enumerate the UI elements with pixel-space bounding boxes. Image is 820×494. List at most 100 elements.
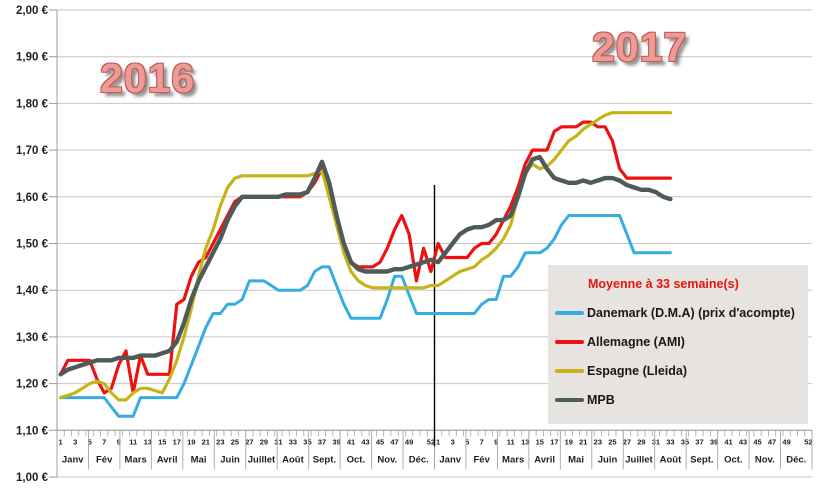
y-axis-label: 1,00 € xyxy=(16,472,49,484)
week-label: 3 xyxy=(451,437,455,446)
series-line-espagne-lleida xyxy=(59,111,672,402)
week-label: 43 xyxy=(739,437,747,446)
week-label: 7 xyxy=(480,437,484,446)
espagne-line-swatch-icon xyxy=(555,368,584,374)
week-label: 13 xyxy=(144,437,152,446)
week-label: 23 xyxy=(594,437,602,446)
week-label: 49 xyxy=(405,437,413,446)
series-line-mpb xyxy=(58,154,673,377)
week-label: 45 xyxy=(753,437,761,446)
y-axis-label: 2,00 € xyxy=(16,5,49,17)
week-label: 37 xyxy=(695,437,703,446)
month-label: Fév xyxy=(96,454,113,465)
week-label: 9 xyxy=(494,437,498,446)
month-label: Juillet xyxy=(625,454,653,465)
month-label: Mai xyxy=(191,454,207,465)
week-label: 27 xyxy=(623,437,631,446)
week-label: 19 xyxy=(565,437,573,446)
legend-item-label: Espagne (Lleida) xyxy=(587,364,688,378)
week-label: 39 xyxy=(710,437,718,446)
week-label: 27 xyxy=(245,437,253,446)
week-label: 39 xyxy=(332,437,340,446)
y-axis-label: 1,20 € xyxy=(16,379,49,391)
week-label: 5 xyxy=(465,437,469,446)
year-label-2017: 2017 xyxy=(592,24,688,70)
month-label: Oct. xyxy=(347,454,365,465)
week-label: 45 xyxy=(376,437,384,446)
chart-legend: Moyenne à 33 semaine(s) Danemark (D.M.A)… xyxy=(548,265,808,424)
legend-title: Moyenne à 33 semaine(s) xyxy=(588,277,739,291)
week-label: 25 xyxy=(608,437,616,446)
week-label: 9 xyxy=(117,437,121,446)
allemagne-line-swatch-icon xyxy=(555,339,584,345)
month-label: Avril xyxy=(534,454,555,465)
week-label: 33 xyxy=(289,437,297,446)
y-axis-label: 1,10 € xyxy=(16,425,49,437)
y-axis-label: 1,30 € xyxy=(16,332,49,344)
month-label: Sept. xyxy=(690,454,713,465)
week-label: 1 xyxy=(436,437,440,446)
month-label: Août xyxy=(660,454,682,465)
week-label: 41 xyxy=(724,437,732,446)
y-axis-label: 1,70 € xyxy=(16,145,49,157)
year-label-2016: 2016 xyxy=(100,55,196,101)
month-label: Juin xyxy=(220,454,240,465)
mpb-line-swatch-icon xyxy=(555,397,584,403)
week-label: 13 xyxy=(521,437,529,446)
legend-item-allemagne: Allemagne (AMI) xyxy=(555,335,808,349)
month-label: Sept. xyxy=(313,454,336,465)
month-label: Fév xyxy=(474,454,491,465)
legend-item-label: Danemark (D.M.A) (prix d'acompte) xyxy=(587,306,795,320)
legend-item-label: MPB xyxy=(587,393,615,407)
legend-item-label: Allemagne (AMI) xyxy=(587,335,685,349)
week-label: 21 xyxy=(579,437,587,446)
week-label: 52 xyxy=(427,437,435,446)
week-label: 11 xyxy=(129,437,137,446)
week-label: 15 xyxy=(158,437,166,446)
week-label: 19 xyxy=(187,437,195,446)
week-label: 17 xyxy=(550,437,558,446)
week-label: 17 xyxy=(173,437,181,446)
month-label: Janv xyxy=(439,454,461,465)
week-label: 29 xyxy=(637,437,645,446)
month-label: Déc. xyxy=(786,454,806,465)
y-axis-label: 1,90 € xyxy=(16,52,49,64)
week-label: 3 xyxy=(73,437,77,446)
month-label: Juillet xyxy=(248,454,276,465)
month-label: Janv xyxy=(62,454,84,465)
week-label: 49 xyxy=(782,437,790,446)
danemark-line-swatch-icon xyxy=(555,310,584,316)
week-label: 21 xyxy=(202,437,210,446)
legend-item-espagne: Espagne (Lleida) xyxy=(555,364,808,378)
week-label: 47 xyxy=(768,437,776,446)
week-label: 31 xyxy=(274,437,282,446)
week-label: 23 xyxy=(216,437,224,446)
week-label: 33 xyxy=(666,437,674,446)
week-label: 35 xyxy=(303,437,311,446)
week-label: 5 xyxy=(88,437,92,446)
month-label: Avril xyxy=(157,454,178,465)
week-label: 41 xyxy=(347,437,355,446)
week-label: 31 xyxy=(652,437,660,446)
y-axis-label: 1,40 € xyxy=(16,285,49,297)
month-label: Nov. xyxy=(377,454,397,465)
week-label: 15 xyxy=(536,437,544,446)
month-label: Mai xyxy=(568,454,584,465)
week-label: 47 xyxy=(390,437,398,446)
week-label: 1 xyxy=(59,437,63,446)
legend-item-danemark: Danemark (D.M.A) (prix d'acompte) xyxy=(555,306,808,320)
month-label: Nov. xyxy=(755,454,775,465)
month-label: Oct. xyxy=(724,454,742,465)
month-label: Déc. xyxy=(409,454,429,465)
week-label: 37 xyxy=(318,437,326,446)
week-label: 11 xyxy=(507,437,515,446)
month-label: Mars xyxy=(125,454,147,465)
week-label: 52 xyxy=(804,437,812,446)
week-label: 7 xyxy=(102,437,106,446)
series-line-allemagne-ami xyxy=(59,120,672,395)
y-axis-label: 1,80 € xyxy=(16,98,49,110)
series-line-danemark-d-m-a-prix-d-acompte xyxy=(59,214,672,418)
week-label: 25 xyxy=(231,437,239,446)
month-label: Mars xyxy=(502,454,524,465)
